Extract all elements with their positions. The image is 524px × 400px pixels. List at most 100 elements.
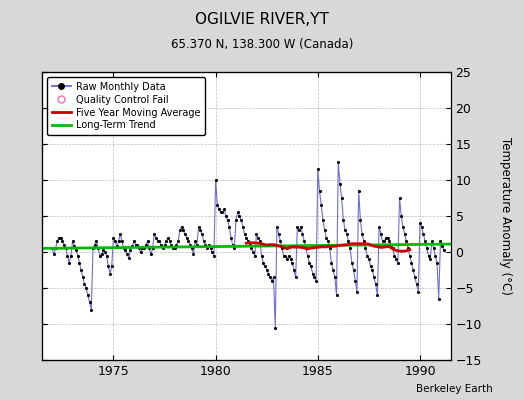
Text: OGILVIE RIVER,YT: OGILVIE RIVER,YT bbox=[195, 12, 329, 27]
Point bbox=[380, 238, 388, 244]
Point bbox=[101, 249, 109, 255]
Point bbox=[241, 231, 249, 237]
Point bbox=[440, 247, 448, 253]
Point bbox=[320, 227, 329, 234]
Point bbox=[285, 252, 293, 259]
Point bbox=[72, 247, 80, 253]
Point bbox=[247, 245, 256, 252]
Point bbox=[390, 252, 399, 259]
Point bbox=[381, 234, 390, 241]
Point bbox=[297, 224, 305, 230]
Point bbox=[389, 245, 397, 252]
Point bbox=[67, 252, 75, 259]
Point bbox=[431, 252, 440, 259]
Point bbox=[250, 252, 259, 259]
Point bbox=[73, 252, 82, 259]
Point bbox=[99, 247, 107, 253]
Point bbox=[223, 216, 232, 223]
Point bbox=[422, 245, 431, 252]
Point bbox=[378, 238, 387, 244]
Point bbox=[238, 224, 247, 230]
Point bbox=[256, 238, 264, 244]
Point bbox=[203, 245, 211, 252]
Point bbox=[225, 224, 234, 230]
Point bbox=[211, 177, 220, 183]
Point bbox=[232, 216, 240, 223]
Point bbox=[368, 267, 377, 273]
Point bbox=[172, 242, 181, 248]
Point bbox=[92, 238, 101, 244]
Point bbox=[363, 252, 372, 259]
Point bbox=[150, 231, 158, 237]
Point bbox=[69, 238, 77, 244]
Point bbox=[169, 245, 177, 252]
Point bbox=[337, 195, 346, 201]
Point bbox=[319, 216, 327, 223]
Point bbox=[237, 216, 245, 223]
Point bbox=[433, 260, 441, 266]
Point bbox=[154, 238, 162, 244]
Point bbox=[82, 285, 91, 291]
Point bbox=[291, 274, 300, 280]
Point bbox=[132, 242, 140, 248]
Point bbox=[206, 245, 215, 252]
Point bbox=[268, 278, 276, 284]
Point bbox=[121, 247, 129, 253]
Point bbox=[430, 245, 438, 252]
Point bbox=[213, 202, 222, 208]
Point bbox=[111, 238, 119, 244]
Point bbox=[315, 188, 324, 194]
Point bbox=[144, 238, 152, 244]
Point bbox=[162, 238, 170, 244]
Point bbox=[288, 260, 297, 266]
Point bbox=[85, 299, 94, 306]
Point bbox=[334, 159, 342, 165]
Point bbox=[75, 260, 83, 266]
Text: 65.370 N, 138.300 W (Canada): 65.370 N, 138.300 W (Canada) bbox=[171, 38, 353, 51]
Point bbox=[129, 238, 138, 244]
Point bbox=[198, 231, 206, 237]
Point bbox=[279, 252, 288, 259]
Point bbox=[331, 274, 339, 280]
Point bbox=[402, 238, 410, 244]
Point bbox=[181, 231, 189, 237]
Point bbox=[300, 238, 308, 244]
Point bbox=[252, 231, 260, 237]
Point bbox=[191, 238, 199, 244]
Point bbox=[400, 231, 409, 237]
Point bbox=[404, 245, 412, 252]
Point bbox=[310, 274, 319, 280]
Point bbox=[424, 252, 433, 259]
Point bbox=[94, 245, 102, 252]
Point bbox=[436, 238, 444, 244]
Point bbox=[186, 242, 194, 248]
Point bbox=[95, 252, 104, 259]
Point bbox=[242, 234, 250, 241]
Point bbox=[222, 213, 230, 219]
Point bbox=[281, 252, 290, 259]
Point bbox=[353, 288, 361, 295]
Point bbox=[324, 238, 332, 244]
Point bbox=[145, 245, 154, 252]
Point bbox=[216, 209, 225, 216]
Point bbox=[329, 267, 337, 273]
Point bbox=[275, 231, 283, 237]
Point bbox=[359, 238, 368, 244]
Point bbox=[97, 251, 106, 257]
Point bbox=[155, 238, 163, 244]
Point bbox=[254, 234, 263, 241]
Point bbox=[140, 245, 148, 252]
Point bbox=[354, 188, 363, 194]
Point bbox=[303, 252, 312, 259]
Point bbox=[412, 281, 421, 288]
Point bbox=[182, 234, 191, 241]
Point bbox=[419, 231, 428, 237]
Point bbox=[409, 267, 418, 273]
Point bbox=[125, 254, 133, 261]
Point bbox=[411, 274, 419, 280]
Point bbox=[89, 245, 97, 252]
Point bbox=[407, 260, 416, 266]
Point bbox=[295, 227, 303, 234]
Point bbox=[246, 242, 254, 248]
Point bbox=[116, 231, 124, 237]
